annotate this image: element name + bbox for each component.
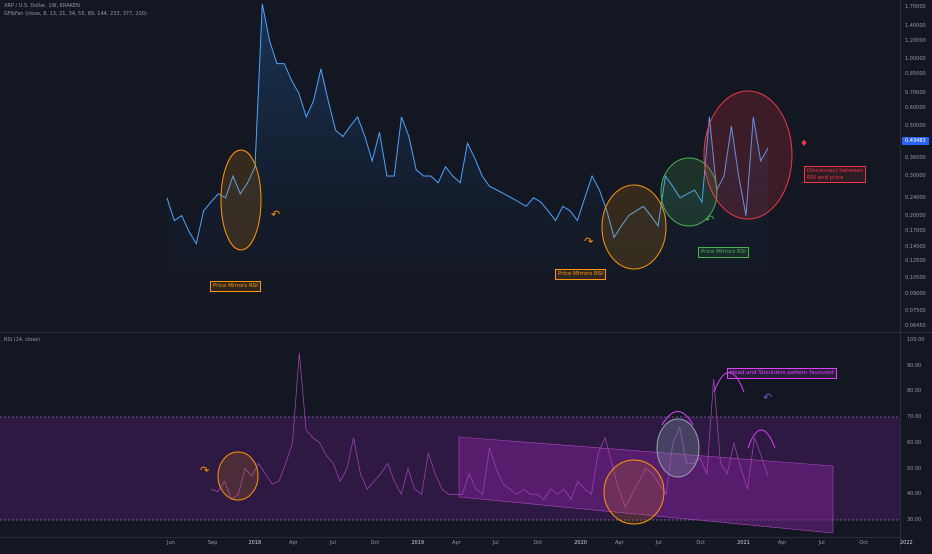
time-axis-label: Oct — [370, 540, 380, 546]
price-axis-label: 0.09000 — [905, 290, 926, 297]
price-mirrors-rsi-label-3[interactable]: Price Mirrors RSI — [698, 247, 749, 258]
orange-curved-arrow-icon-2[interactable]: ↷ — [584, 235, 594, 248]
rsi-axis-label: 80.00 — [907, 388, 922, 395]
price-axis-label: 1.70000 — [905, 3, 926, 10]
orange-highlight-ellipse-2[interactable] — [601, 184, 667, 270]
time-axis-label: Oct — [533, 540, 543, 546]
rsi-orange-curved-arrow-icon[interactable]: ↷ — [200, 464, 210, 477]
price-axis-label: 1.40000 — [905, 22, 926, 29]
price-axis-label: 0.30000 — [905, 173, 926, 180]
time-axis-label: Jul — [329, 540, 336, 546]
price-area — [167, 4, 768, 326]
rsi-orange-ellipse-2[interactable] — [603, 459, 665, 525]
flame-icon[interactable]: ♦ — [800, 139, 809, 149]
time-axis-label: Apr — [289, 540, 298, 546]
price-axis-label: 0.12500 — [905, 258, 926, 265]
disconnect-label[interactable]: Disconnect between RSI and price — [804, 166, 867, 183]
price-axis-label: 0.14500 — [905, 243, 926, 250]
rsi-axis-label: 70.00 — [907, 414, 922, 421]
price-axis-label: 0.60000 — [905, 105, 926, 112]
rsi-legend[interactable]: RSI (14, close) — [4, 337, 41, 343]
time-axis-label: Jul — [492, 540, 499, 546]
left-shoulder-arc[interactable] — [661, 411, 694, 426]
time-axis-label: Oct — [859, 540, 868, 546]
price-axis-label: 0.07500 — [905, 308, 926, 315]
rsi-axis-label: 60.00 — [907, 439, 922, 446]
time-axis-label: 2022 — [900, 540, 913, 546]
price-axis-label: 0.50000 — [905, 123, 926, 130]
price-axis-label: 0.10500 — [905, 275, 926, 282]
rsi-axis-label: 30.00 — [907, 517, 922, 523]
price-axis-label: 0.20000 — [905, 212, 926, 219]
orange-curved-arrow-icon-1[interactable]: ↶ — [271, 208, 281, 221]
head-arc[interactable] — [713, 372, 745, 393]
rsi-axis-label: 50.00 — [907, 465, 922, 472]
price-axis-label: 1.00000 — [905, 55, 926, 62]
symbol-legend[interactable]: XRP / U.S. Dollar, 1W, KRAKEN — [4, 3, 80, 9]
price-line[interactable] — [166, 3, 769, 246]
time-axis-label: Jul — [818, 540, 825, 546]
rsi-orange-ellipse-1[interactable] — [217, 451, 259, 501]
price-axis-label: 0.85000 — [905, 71, 926, 78]
time-axis-label: 2018 — [248, 540, 262, 546]
price-axis-label: 0.70000 — [905, 90, 926, 97]
time-axis-label: Apr — [614, 540, 624, 546]
rsi-line[interactable] — [210, 352, 769, 509]
time-axis-label: 2019 — [411, 540, 425, 546]
time-axis-label: 2021 — [737, 540, 750, 546]
price-axis-label: 0.06450 — [905, 323, 926, 329]
rsi-axis-label: 40.00 — [907, 491, 922, 498]
price-axis-label: 0.36000 — [905, 155, 926, 162]
rsi-axis-label: 90.00 — [907, 362, 922, 369]
purple-curved-arrow-icon[interactable]: ↶ — [763, 391, 773, 404]
time-axis-label: Oct — [696, 540, 706, 546]
red-highlight-ellipse[interactable] — [703, 90, 793, 220]
time-axis-label: Sep — [207, 540, 218, 546]
time-axis-label: Apr — [452, 540, 461, 546]
price-axis-label: 0.17000 — [905, 228, 926, 235]
price-mirrors-rsi-label-1[interactable]: Price Mirrors RSI — [210, 281, 261, 292]
indicator-legend[interactable]: GFibFan (close, 8, 13, 21, 34, 55, 89, 1… — [4, 11, 147, 17]
time-axis-label: Jul — [655, 540, 662, 546]
orange-highlight-ellipse-1[interactable] — [220, 149, 262, 251]
green-highlight-ellipse[interactable] — [660, 157, 718, 227]
head-shoulders-label[interactable]: Head and Shoulders pattern favoured — [727, 368, 837, 379]
time-axis-label: Apr — [777, 540, 787, 546]
price-axis-label: 0.24000 — [905, 194, 926, 201]
time-axis-label: Jun — [167, 540, 175, 546]
green-curved-arrow-icon[interactable]: ↶ — [705, 213, 715, 226]
rsi-axis-label: 100.00 — [907, 337, 925, 343]
price-mirrors-rsi-label-2[interactable]: Price Mirrors RSI — [555, 269, 606, 280]
price-axis-label: 1.20000 — [905, 37, 926, 44]
rsi-gray-ellipse[interactable] — [656, 418, 700, 478]
time-axis-label: 2020 — [574, 540, 587, 546]
right-shoulder-arc[interactable] — [747, 429, 776, 449]
current-price-tag: 0.43483 — [902, 137, 929, 145]
